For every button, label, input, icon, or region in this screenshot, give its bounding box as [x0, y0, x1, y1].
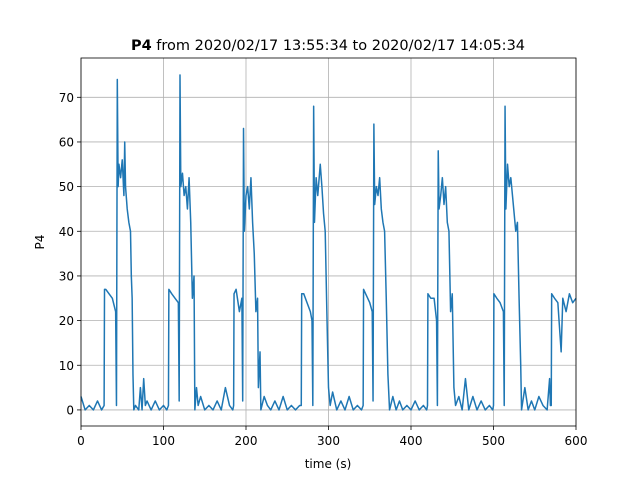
x-tick-label: 300 [317, 434, 340, 448]
x-tick-label: 500 [482, 434, 505, 448]
x-tick-label: 400 [400, 434, 423, 448]
x-tick-label: 0 [77, 434, 85, 448]
y-tick-label: 50 [59, 180, 74, 194]
x-tick-label: 200 [235, 434, 258, 448]
y-tick-label: 20 [59, 314, 74, 328]
chart-title: P4 from 2020/02/17 13:55:34 to 2020/02/1… [131, 38, 525, 54]
y-tick-label: 60 [59, 135, 74, 149]
title-name: P4 [131, 38, 152, 54]
y-tick-label: 40 [59, 225, 74, 239]
y-axis-label: P4 [33, 235, 47, 250]
y-tick-label: 10 [59, 359, 74, 373]
x-tick-label: 600 [565, 434, 588, 448]
data-line [80, 74, 577, 411]
plot-frame [80, 57, 577, 427]
y-tick-label: 70 [59, 91, 74, 105]
y-tick-label: 0 [66, 403, 74, 417]
x-axis-label: time (s) [305, 457, 352, 471]
y-tick-label: 30 [59, 269, 74, 283]
title-range: from 2020/02/17 13:55:34 to 2020/02/17 1… [156, 38, 525, 54]
x-tick-label: 100 [152, 434, 175, 448]
